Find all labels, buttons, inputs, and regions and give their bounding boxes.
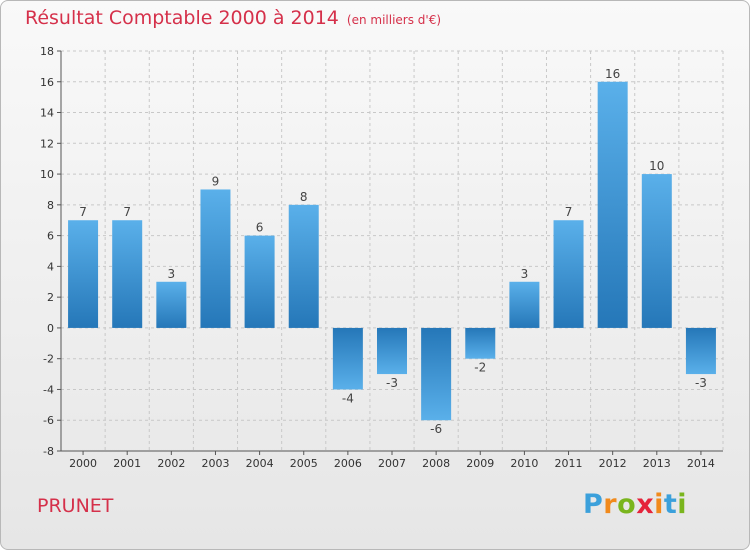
bar: [112, 220, 143, 328]
bar: [377, 327, 407, 375]
y-tick-label: 10: [40, 168, 54, 181]
x-tick-label: 2003: [201, 457, 229, 470]
data-label: 9: [212, 174, 220, 188]
data-label: 8: [300, 190, 308, 204]
x-tick-label: 2011: [555, 457, 583, 470]
data-label: -3: [386, 376, 398, 390]
title-text: Résultat Comptable 2000 à 2014: [25, 7, 339, 29]
bar: [421, 327, 452, 421]
x-tick-label: 2012: [599, 457, 627, 470]
title-unit: (en milliers d'€): [346, 13, 442, 27]
x-tick-label: 2008: [422, 457, 450, 470]
logo-letter: i: [654, 489, 664, 520]
logo-letter: o: [617, 489, 637, 520]
bar: [288, 204, 319, 328]
commune-name: PRUNET: [37, 495, 114, 517]
bar: [244, 235, 275, 328]
y-tick-label: 2: [47, 291, 54, 304]
y-tick-label: -4: [43, 383, 54, 396]
x-tick-label: 2000: [69, 457, 97, 470]
y-tick-label: 8: [47, 199, 54, 212]
bar: [200, 189, 231, 328]
logo-letter: i: [677, 489, 688, 520]
logo-letter: r: [603, 489, 618, 520]
x-tick-label: 2002: [157, 457, 185, 470]
data-label: 7: [565, 205, 573, 219]
chart-title: Résultat Comptable 2000 à 2014 (en millie…: [25, 7, 441, 29]
y-tick-label: -2: [43, 353, 54, 366]
bar: [553, 220, 584, 328]
y-tick-label: 14: [40, 107, 54, 120]
logo-letter: t: [663, 489, 678, 520]
x-tick-label: 2001: [113, 457, 141, 470]
data-label: 7: [79, 205, 87, 219]
bar: [685, 327, 716, 375]
x-tick-label: 2009: [466, 457, 494, 470]
bar: [332, 327, 363, 390]
bar: [156, 281, 187, 328]
bar: [68, 220, 99, 328]
data-label: 16: [605, 67, 620, 81]
data-label: -6: [430, 422, 442, 436]
y-tick-label: 0: [47, 322, 54, 335]
y-tick-label: 12: [40, 137, 54, 150]
x-tick-label: 2013: [643, 457, 671, 470]
y-tick-label: 18: [40, 45, 54, 58]
x-tick-label: 2007: [378, 457, 406, 470]
y-tick-label: 6: [47, 230, 54, 243]
data-label: -3: [695, 376, 707, 390]
bar: [597, 81, 628, 328]
y-tick-label: 4: [47, 260, 54, 273]
y-tick-label: -8: [43, 445, 54, 458]
data-label: 3: [521, 267, 529, 281]
x-tick-label: 2006: [334, 457, 362, 470]
data-label: 3: [168, 267, 176, 281]
x-tick-label: 2005: [290, 457, 318, 470]
bar: [465, 327, 496, 359]
data-label: -2: [474, 361, 486, 375]
data-label: 10: [649, 159, 664, 173]
data-label: -4: [342, 391, 354, 405]
x-tick-label: 2010: [510, 457, 538, 470]
y-tick-label: 16: [40, 76, 54, 89]
x-tick-label: 2004: [246, 457, 274, 470]
data-label: 7: [123, 205, 131, 219]
data-label: 6: [256, 221, 264, 235]
y-tick-label: -6: [43, 414, 54, 427]
logo-letter: P: [583, 489, 604, 520]
x-tick-label: 2014: [687, 457, 715, 470]
logo-letter: x: [636, 489, 655, 520]
bar: [509, 281, 540, 328]
proxiti-logo: Proxiti: [583, 489, 687, 520]
bar: [641, 174, 672, 328]
